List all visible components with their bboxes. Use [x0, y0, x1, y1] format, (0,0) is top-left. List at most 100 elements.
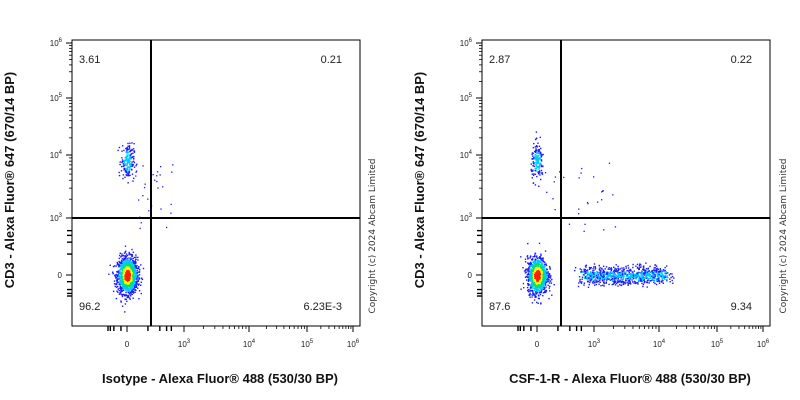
event-dot: [125, 263, 127, 265]
event-dot: [127, 278, 130, 281]
event-dot: [606, 272, 608, 274]
event-dot: [621, 274, 624, 276]
event-dot: [136, 278, 138, 280]
event-dot: [544, 172, 547, 174]
event-dot: [613, 282, 615, 285]
event-dot: [533, 299, 536, 301]
event-dot: [658, 278, 661, 280]
event-dot: [135, 271, 137, 274]
event-dot: [580, 172, 582, 174]
event-dot: [129, 272, 131, 274]
event-dot: [137, 275, 139, 277]
event-dot: [539, 162, 542, 164]
event-dot: [116, 280, 118, 282]
event-dot: [536, 162, 538, 165]
event-dot: [647, 273, 650, 275]
event-dot: [529, 262, 532, 264]
event-dot: [653, 270, 656, 272]
event-dot: [535, 279, 537, 281]
event-dot: [131, 254, 133, 256]
event-dot: [119, 261, 121, 264]
event-dot: [534, 287, 536, 289]
event-dot: [630, 269, 632, 271]
event-dot: [590, 275, 593, 277]
event-dot: [125, 260, 128, 262]
event-dot: [660, 279, 663, 282]
event-dot: [125, 287, 128, 290]
event-dot: [628, 273, 631, 276]
event-dot: [531, 270, 534, 272]
event-dot: [618, 276, 620, 278]
event-dot: [125, 276, 127, 278]
event-dot: [126, 274, 129, 276]
event-dot: [580, 271, 582, 273]
event-dot: [597, 278, 599, 280]
event-dot: [537, 291, 539, 294]
event-dot: [528, 275, 531, 278]
event-dot: [644, 273, 646, 275]
event-dot: [664, 276, 667, 278]
event-dot: [595, 274, 597, 276]
event-dot: [520, 288, 522, 290]
event-dot: [134, 261, 137, 263]
event-dot: [127, 284, 129, 286]
event-dot: [130, 293, 132, 295]
event-dot: [113, 265, 116, 267]
event-dot: [535, 159, 537, 161]
event-dot: [524, 258, 527, 260]
event-dot: [134, 262, 136, 264]
event-dot: [535, 148, 537, 150]
event-dot: [129, 154, 132, 157]
event-dot: [535, 292, 538, 294]
event-dot: [534, 184, 537, 186]
y-axis-tick-label: 105: [50, 93, 63, 103]
event-dot: [638, 278, 641, 281]
event-dot: [536, 265, 538, 268]
event-dot: [530, 271, 533, 274]
event-dot: [131, 263, 134, 265]
event-dot: [532, 273, 535, 275]
event-dot: [543, 290, 546, 292]
event-dot: [651, 270, 653, 272]
event-dot: [525, 276, 528, 278]
event-dot: [523, 287, 525, 289]
event-dot: [529, 265, 531, 267]
event-dot: [152, 174, 154, 176]
event-dot: [540, 283, 543, 285]
event-dot: [534, 279, 536, 281]
event-dot: [627, 274, 629, 276]
event-dot: [636, 282, 638, 284]
event-dot: [138, 271, 141, 273]
event-dot: [544, 250, 547, 252]
event-dot: [135, 254, 137, 256]
event-dot: [641, 271, 644, 274]
event-dot: [610, 268, 613, 270]
event-dot: [532, 152, 534, 155]
event-dot: [131, 281, 134, 284]
event-dot: [582, 271, 584, 273]
event-dot: [552, 198, 554, 200]
event-dot: [612, 283, 614, 285]
event-dot: [634, 281, 637, 283]
x-axis-tick-label: 0: [535, 340, 540, 349]
event-dot: [622, 283, 624, 286]
event-dot: [655, 269, 657, 272]
event-dot: [130, 271, 132, 273]
event-dot: [531, 258, 533, 261]
event-dot: [640, 280, 642, 282]
event-dot: [646, 275, 648, 277]
event-dot: [138, 266, 140, 268]
event-dot: [583, 284, 585, 286]
event-dot: [534, 169, 536, 172]
event-dot: [130, 264, 132, 267]
event-dot: [546, 278, 549, 280]
event-dot: [622, 277, 625, 279]
event-dot: [137, 287, 139, 289]
event-dot: [532, 165, 534, 167]
event-dot: [120, 288, 122, 290]
event-dot: [128, 281, 130, 283]
event-dot: [635, 278, 637, 280]
event-dot: [540, 275, 542, 277]
event-dot: [554, 176, 557, 178]
event-dot: [130, 277, 132, 279]
